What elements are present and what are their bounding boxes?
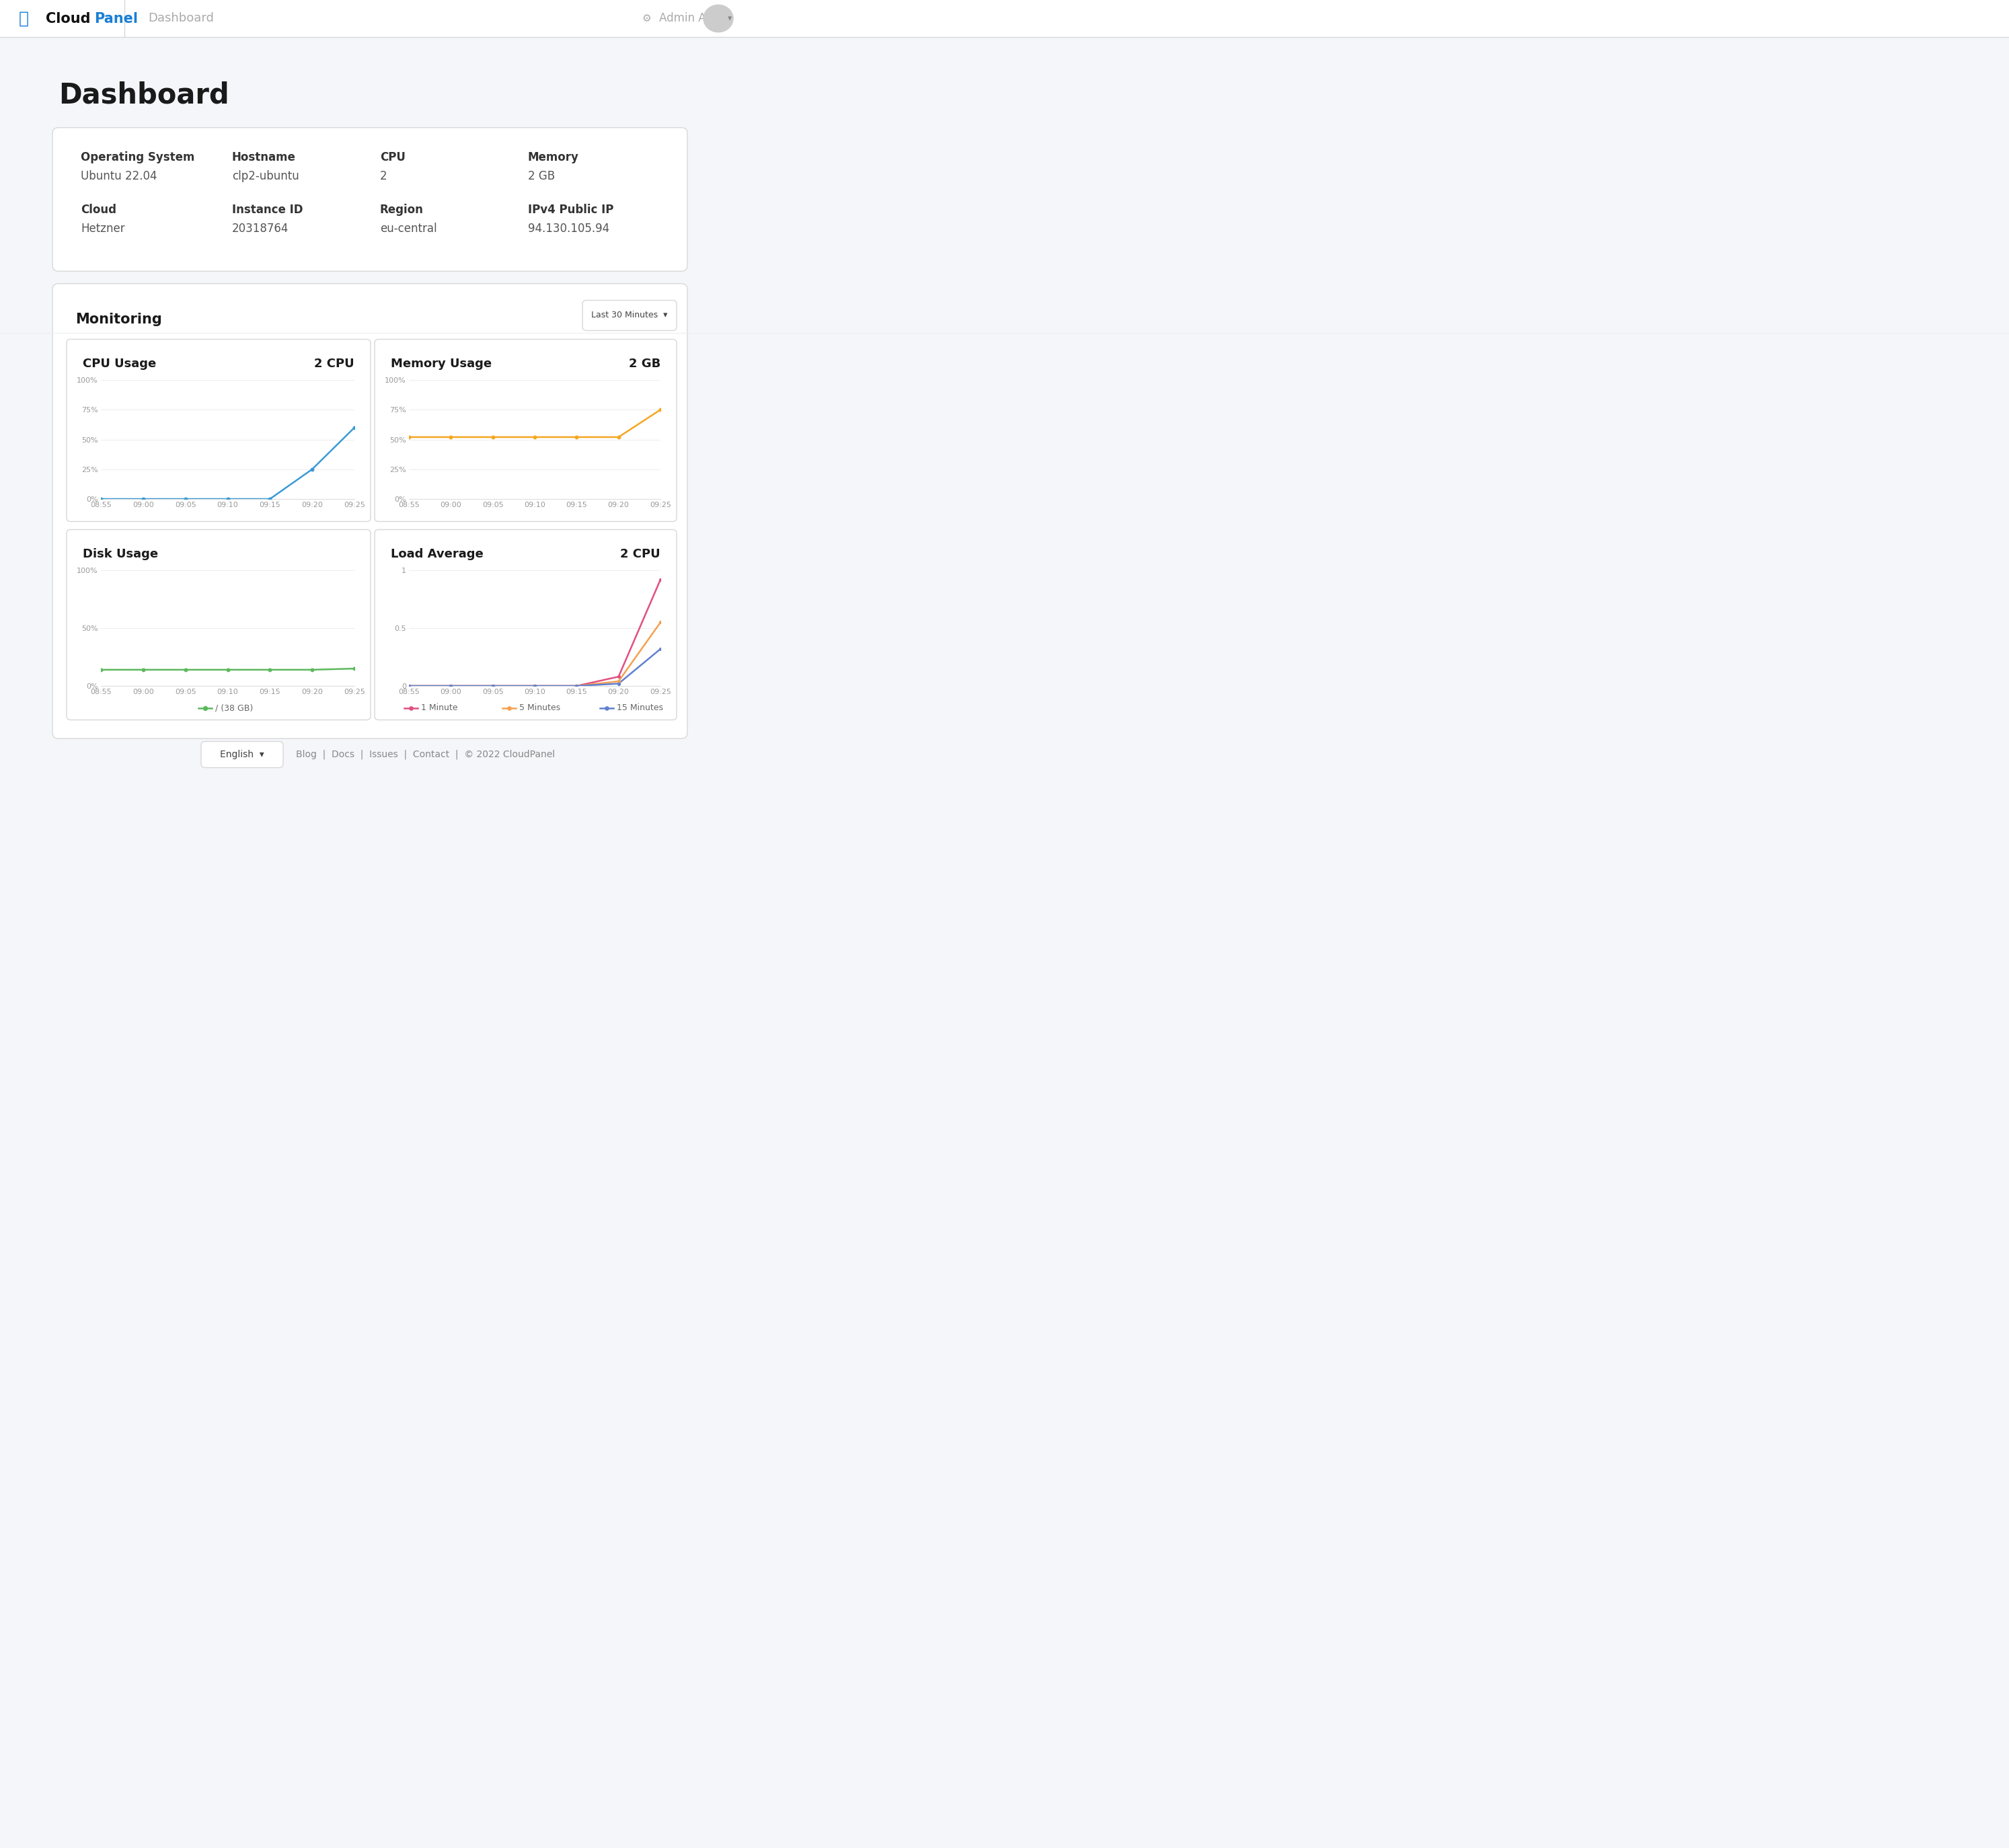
Point (169, 484, 201, 514)
Point (127, 484, 159, 514)
Text: CPU: CPU (380, 152, 406, 163)
Text: 2 CPU: 2 CPU (621, 549, 661, 560)
Point (645, 608, 677, 638)
Point (169, 654, 201, 684)
Point (338, 412, 370, 442)
Point (518, 671, 550, 700)
Point (603, 667, 635, 697)
Circle shape (703, 6, 733, 31)
Point (645, 634, 677, 663)
Point (189, 693, 221, 723)
FancyBboxPatch shape (201, 741, 283, 767)
FancyBboxPatch shape (0, 0, 2009, 37)
Text: Dashboard: Dashboard (58, 81, 229, 109)
Point (127, 654, 159, 684)
Point (394, 671, 426, 700)
FancyBboxPatch shape (374, 530, 677, 721)
FancyBboxPatch shape (374, 340, 677, 521)
Text: Operating System: Operating System (80, 152, 195, 163)
Point (434, 671, 466, 700)
FancyBboxPatch shape (66, 340, 370, 521)
Text: 1 Minute: 1 Minute (422, 704, 458, 713)
Text: 2: 2 (380, 170, 388, 183)
Point (338, 654, 370, 684)
Text: Cloud: Cloud (46, 11, 90, 26)
Point (561, 671, 593, 700)
FancyBboxPatch shape (583, 299, 677, 331)
Point (295, 455, 327, 484)
Point (211, 484, 243, 514)
Point (476, 423, 508, 453)
Point (211, 654, 243, 684)
Text: Disk Usage: Disk Usage (82, 549, 159, 560)
Point (434, 671, 466, 700)
Point (561, 671, 593, 700)
Text: / (38 GB): / (38 GB) (215, 704, 253, 713)
Text: ⚙: ⚙ (643, 13, 651, 24)
Text: Last 30 Minutes  ▾: Last 30 Minutes ▾ (591, 310, 667, 320)
Point (645, 565, 677, 595)
Text: Hostname: Hostname (233, 152, 295, 163)
Point (476, 671, 508, 700)
Point (394, 693, 426, 723)
Point (603, 669, 635, 699)
Point (253, 484, 285, 514)
Point (603, 423, 635, 453)
Text: clp2-ubuntu: clp2-ubuntu (233, 170, 299, 183)
Point (476, 671, 508, 700)
Text: Memory Usage: Memory Usage (392, 359, 492, 370)
Point (434, 671, 466, 700)
Text: 2 CPU: 2 CPU (313, 359, 354, 370)
Point (394, 671, 426, 700)
FancyBboxPatch shape (52, 283, 687, 739)
FancyBboxPatch shape (52, 128, 687, 272)
Point (394, 423, 426, 453)
Point (476, 671, 508, 700)
Text: Load Average: Load Average (392, 549, 484, 560)
Point (518, 671, 550, 700)
Text: Instance ID: Instance ID (233, 203, 303, 216)
Text: 94.130.105.94: 94.130.105.94 (528, 222, 609, 235)
Text: Admin Area: Admin Area (659, 13, 723, 24)
Text: CPU Usage: CPU Usage (82, 359, 157, 370)
Text: Memory: Memory (528, 152, 579, 163)
Text: English  ▾: English ▾ (221, 750, 265, 760)
Text: IPv4 Public IP: IPv4 Public IP (528, 203, 613, 216)
Text: Panel: Panel (94, 11, 139, 26)
Point (394, 671, 426, 700)
Text: Ubuntu 22.04: Ubuntu 22.04 (80, 170, 157, 183)
Point (591, 693, 623, 723)
Text: ⛅: ⛅ (18, 11, 28, 26)
Text: Blog  |  Docs  |  Issues  |  Contact  |  © 2022 CloudPanel: Blog | Docs | Issues | Contact | © 2022 … (295, 750, 554, 760)
Point (84, 484, 117, 514)
Point (518, 671, 550, 700)
Text: Hetzner: Hetzner (80, 222, 125, 235)
Text: eu-central: eu-central (380, 222, 436, 235)
Text: Region: Region (380, 203, 424, 216)
Text: 2 GB: 2 GB (629, 359, 661, 370)
Point (561, 423, 593, 453)
Point (645, 395, 677, 425)
Point (295, 654, 327, 684)
Point (518, 423, 550, 453)
Text: Monitoring: Monitoring (74, 312, 163, 325)
Point (84, 654, 117, 684)
FancyBboxPatch shape (66, 530, 370, 721)
Text: 20318764: 20318764 (233, 222, 289, 235)
Text: Cloud: Cloud (80, 203, 117, 216)
Text: 5 Minutes: 5 Minutes (518, 704, 561, 713)
Text: 2 GB: 2 GB (528, 170, 554, 183)
Point (561, 671, 593, 700)
Point (253, 654, 285, 684)
Point (603, 662, 635, 691)
Point (492, 693, 524, 723)
Text: 15 Minutes: 15 Minutes (617, 704, 663, 713)
Text: ▾: ▾ (727, 15, 731, 22)
Point (434, 423, 466, 453)
Text: Dashboard: Dashboard (149, 13, 213, 24)
